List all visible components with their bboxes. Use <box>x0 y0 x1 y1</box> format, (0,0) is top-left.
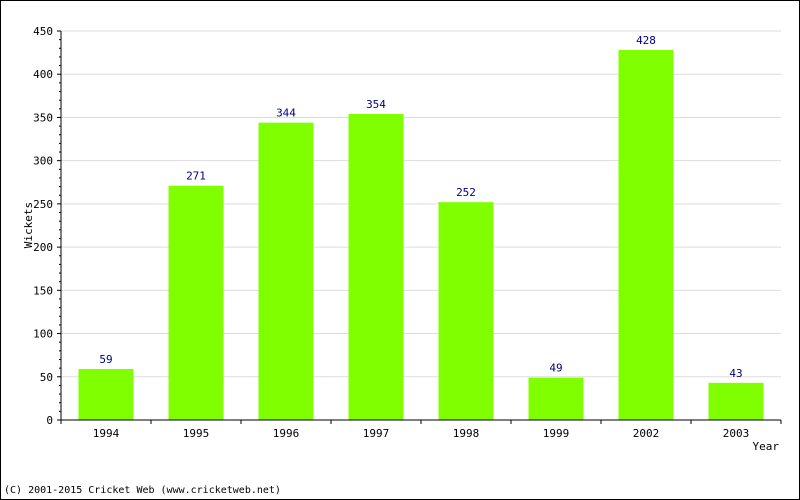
y-tick-label: 100 <box>33 328 53 341</box>
y-tick-label: 200 <box>33 241 53 254</box>
bar <box>618 50 674 421</box>
y-tick-label: 150 <box>33 284 53 297</box>
copyright-footer: (C) 2001-2015 Cricket Web (www.cricketwe… <box>4 485 281 496</box>
data-label: 43 <box>729 367 742 380</box>
x-tick-label: 1997 <box>363 427 390 440</box>
y-tick-label: 50 <box>40 371 53 384</box>
x-tick-label: 2002 <box>633 427 660 440</box>
data-label: 271 <box>186 170 206 183</box>
x-tick-label: 1996 <box>273 427 300 440</box>
y-tick-label: 0 <box>46 414 53 427</box>
bar <box>348 113 404 420</box>
y-tick-label: 400 <box>33 68 53 81</box>
bar <box>258 122 314 421</box>
y-tick-label: 350 <box>33 111 53 124</box>
y-tick-label: 450 <box>33 25 53 38</box>
y-axis-label: Wickets <box>22 202 35 248</box>
data-label: 252 <box>456 186 476 199</box>
bar <box>438 202 494 420</box>
x-tick-label: 1994 <box>93 427 120 440</box>
x-tick-label: 1999 <box>543 427 570 440</box>
data-label: 49 <box>549 362 562 375</box>
data-label: 344 <box>276 107 296 120</box>
bar <box>168 185 224 420</box>
bar <box>708 382 764 420</box>
x-tick-label: 2003 <box>723 427 750 440</box>
bars: 59 271 344 354 252 49 428 43 <box>78 34 764 421</box>
data-label: 59 <box>99 353 112 366</box>
y-tick-label: 300 <box>33 155 53 168</box>
x-tick-label: 1995 <box>183 427 210 440</box>
x-axis-label: Year <box>753 440 780 453</box>
axes: 0 50 100 150 200 250 300 350 400 450 1994 1995 1996 1… <box>33 25 782 440</box>
data-label: 428 <box>636 34 656 47</box>
y-tick-label: 250 <box>33 198 53 211</box>
x-tick-label: 1998 <box>453 427 480 440</box>
bar <box>528 377 584 420</box>
data-label: 354 <box>366 98 386 111</box>
bar <box>78 368 134 420</box>
